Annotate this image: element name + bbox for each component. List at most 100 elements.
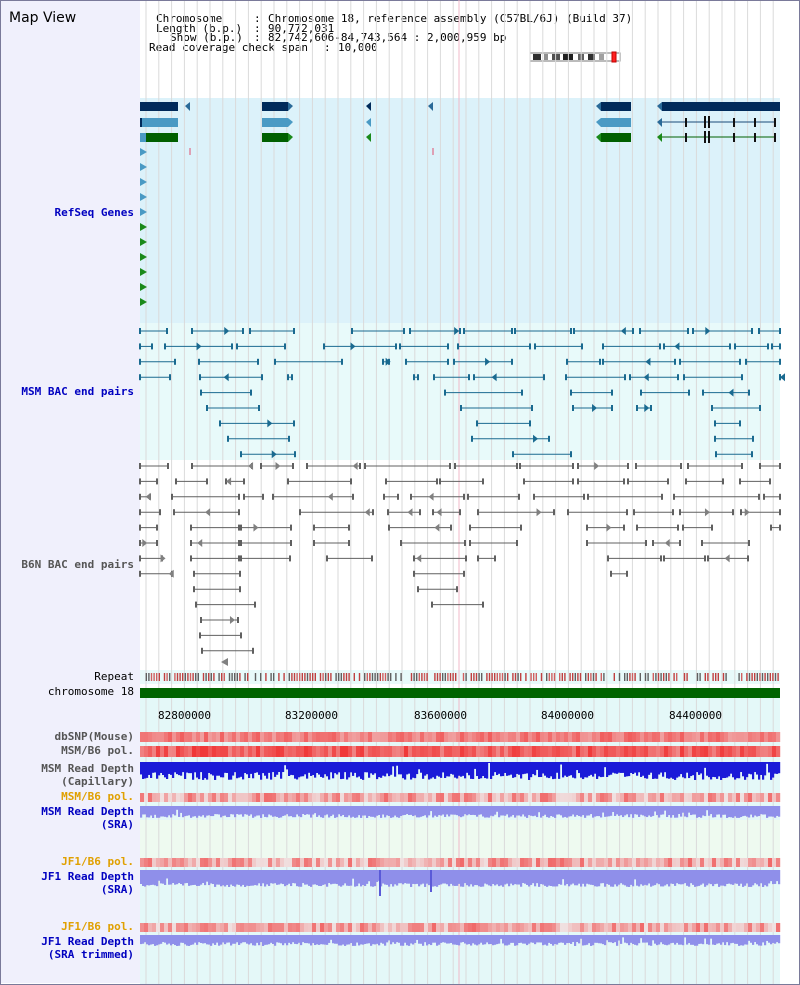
- heat-cell: [620, 858, 625, 867]
- depth-bar: [638, 870, 641, 887]
- heat-cell: [652, 732, 657, 742]
- depth-bar: [618, 806, 621, 816]
- dbsnp-track[interactable]: [140, 732, 781, 742]
- depth-bar: [664, 870, 667, 886]
- msm-b6-pol-sra-track[interactable]: [140, 793, 781, 802]
- gene-feature[interactable]: [662, 102, 780, 111]
- heat-cell: [508, 746, 513, 757]
- depth-bar: [596, 935, 599, 943]
- depth-bar: [582, 935, 585, 946]
- repeat-element: [683, 673, 686, 681]
- label-jf1-read-depth-sra[interactable]: JF1 Read Depth: [41, 870, 134, 883]
- b6n-bac-end-pairs-track[interactable]: [139, 462, 781, 666]
- msm-read-depth-sra-track[interactable]: [140, 806, 781, 818]
- label-msm-bac[interactable]: MSM BAC end pairs: [21, 385, 134, 398]
- gene-feature[interactable]: [596, 118, 601, 127]
- gene-feature[interactable]: [366, 133, 371, 142]
- heat-cell: [212, 793, 217, 802]
- gene-feature[interactable]: [657, 133, 662, 142]
- label-msm-read-depth-cap[interactable]: MSM Read Depth: [41, 762, 134, 775]
- gene-feature[interactable]: [366, 118, 371, 127]
- msm-bac-end-pairs-track[interactable]: [139, 327, 785, 459]
- repeat-track[interactable]: [145, 673, 779, 681]
- heat-cell: [732, 923, 737, 932]
- heat-cell: [760, 923, 765, 932]
- depth-bar: [550, 935, 553, 944]
- msm-b6-pol-track[interactable]: [140, 746, 781, 757]
- jf1-b6-pol-trimmed-track[interactable]: [140, 923, 781, 932]
- gene-feature[interactable]: [601, 118, 631, 127]
- label-msm-b6-pol[interactable]: MSM/B6 pol.: [61, 744, 134, 757]
- gene-feature[interactable]: [428, 102, 433, 111]
- label-jf1-b6-pol-trim[interactable]: JF1/B6 pol.: [61, 920, 134, 933]
- heat-cell: [744, 923, 749, 932]
- gene-feature[interactable]: [140, 133, 178, 142]
- jf1-read-depth-trimmed-track[interactable]: [140, 935, 781, 946]
- heat-cell: [556, 732, 561, 742]
- chromosome-position-marker[interactable]: [611, 51, 617, 63]
- depth-bar: [636, 935, 639, 946]
- refseq-small-genes[interactable]: [140, 148, 147, 306]
- gene-feature[interactable]: [657, 102, 662, 111]
- gene-feature[interactable]: [596, 102, 601, 111]
- depth-bar: [402, 870, 405, 885]
- heat-cell: [644, 858, 649, 867]
- label-dbsnp[interactable]: dbSNP(Mouse): [54, 730, 134, 743]
- repeat-element: [189, 673, 192, 681]
- depth-bar: [538, 806, 541, 813]
- heat-cell: [552, 732, 557, 742]
- heat-cell: [624, 746, 629, 757]
- label-jf1-read-depth-trim[interactable]: JF1 Read Depth: [41, 935, 134, 948]
- depth-bar: [598, 762, 601, 777]
- heat-cell: [408, 793, 413, 802]
- depth-bar: [520, 806, 523, 817]
- gene-feature[interactable]: [601, 133, 631, 142]
- depth-bar: [490, 935, 493, 945]
- gene-feature[interactable]: [596, 133, 601, 142]
- jf1-read-depth-sra-track[interactable]: [140, 870, 781, 896]
- depth-bar: [156, 935, 159, 946]
- heat-cell: [352, 923, 357, 932]
- label-jf1-b6-pol[interactable]: JF1/B6 pol.: [61, 855, 134, 868]
- depth-bar: [458, 870, 461, 884]
- gene-feature[interactable]: [288, 133, 293, 142]
- ruler-tick-label: 83600000: [414, 709, 467, 722]
- depth-bar: [600, 935, 603, 944]
- gene-feature[interactable]: [185, 102, 190, 111]
- depth-bar: [724, 806, 727, 815]
- depth-bar: [436, 870, 439, 887]
- heat-cell: [720, 858, 725, 867]
- gene-feature[interactable]: [288, 118, 293, 127]
- depth-bar: [168, 806, 171, 816]
- depth-bar: [432, 935, 435, 943]
- gene-feature[interactable]: [140, 118, 178, 127]
- gene-feature[interactable]: [657, 118, 662, 127]
- heat-cell: [640, 923, 645, 932]
- gene-feature[interactable]: [601, 102, 631, 111]
- gene-feature[interactable]: [140, 102, 178, 111]
- depth-bar: [614, 762, 617, 774]
- label-refseq-genes[interactable]: RefSeq Genes: [54, 206, 134, 219]
- gene-feature[interactable]: [288, 102, 293, 111]
- label-msm-read-depth-sra[interactable]: MSM Read Depth: [41, 805, 134, 818]
- depth-bar: [446, 806, 449, 815]
- heat-cell: [368, 732, 373, 742]
- chromosome-bar[interactable]: [140, 688, 780, 698]
- label-b6n-bac[interactable]: B6N BAC end pairs: [21, 558, 134, 571]
- depth-bar: [592, 806, 595, 818]
- depth-bar: [224, 762, 227, 773]
- gene-feature[interactable]: [366, 102, 371, 111]
- heat-cell: [760, 858, 765, 867]
- refseq-genes-track[interactable]: [140, 102, 780, 306]
- heat-cell: [252, 923, 257, 932]
- gene-feature[interactable]: [262, 102, 288, 111]
- depth-bar: [500, 935, 503, 939]
- msm-read-depth-capillary-track[interactable]: [140, 762, 781, 780]
- gene-feature[interactable]: [262, 118, 288, 127]
- gene-feature[interactable]: [262, 133, 288, 142]
- label-msm-b6-pol-sra[interactable]: MSM/B6 pol.: [61, 790, 134, 803]
- depth-bar: [186, 806, 189, 816]
- heat-cell: [520, 746, 525, 757]
- jf1-b6-pol-track[interactable]: [140, 858, 781, 867]
